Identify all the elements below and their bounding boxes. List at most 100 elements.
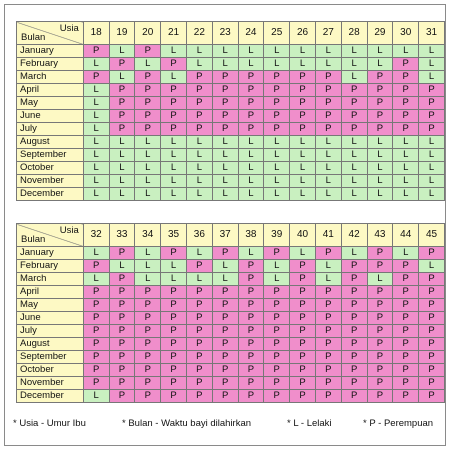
gender-cell: L	[108, 174, 136, 188]
gender-cell: L	[108, 70, 136, 84]
gender-cell: P	[289, 96, 316, 110]
month-label: July	[16, 122, 84, 136]
gender-cell: L	[263, 272, 291, 286]
month-label: March	[16, 70, 84, 84]
gender-cell: P	[418, 311, 445, 325]
gender-cell: P	[314, 376, 342, 390]
gender-cell: P	[134, 311, 162, 325]
gender-cell: P	[366, 324, 394, 338]
gender-cell: P	[237, 363, 265, 377]
gender-cell: P	[289, 363, 316, 377]
gender-cell: L	[185, 57, 213, 71]
gender-cell: L	[160, 259, 187, 273]
gender-cell: P	[134, 350, 162, 364]
gender-cell: L	[211, 259, 239, 273]
gender-cell: L	[211, 135, 239, 149]
gender-cell: P	[108, 311, 136, 325]
gender-cell: L	[134, 161, 162, 175]
gender-cell: P	[392, 337, 420, 351]
gender-cell: P	[134, 389, 162, 403]
gender-table-age-32-45: Usia Bulan 32 33 34 35 36 37 38 39 40 41 42 43 44 45 Jan…	[16, 223, 445, 403]
gender-cell: L	[82, 389, 110, 403]
gender-cell: P	[160, 122, 187, 136]
gender-cell: L	[134, 135, 162, 149]
gender-cell: P	[211, 389, 239, 403]
gender-cell: L	[289, 187, 316, 201]
gender-cell: P	[418, 109, 445, 123]
gender-cell: P	[314, 298, 342, 312]
age-header-cell: 19	[108, 21, 136, 45]
age-header-cell: 42	[340, 223, 368, 247]
gender-cell: P	[289, 83, 316, 97]
gender-cell: L	[134, 259, 162, 273]
gender-cell: L	[418, 148, 445, 162]
gender-cell: L	[289, 148, 316, 162]
month-label: June	[16, 109, 84, 123]
age-header-cell: 45	[418, 223, 445, 247]
gender-cell: P	[263, 83, 291, 97]
gender-cell: L	[392, 148, 420, 162]
gender-cell: L	[237, 57, 265, 71]
gender-cell: P	[418, 96, 445, 110]
gender-cell: P	[418, 246, 445, 260]
gender-cell: P	[314, 285, 342, 299]
gender-cell: L	[160, 148, 187, 162]
gender-cell: L	[211, 187, 239, 201]
age-header-cell: 27	[314, 21, 342, 45]
gender-cell: L	[366, 187, 394, 201]
gender-cell: P	[392, 298, 420, 312]
gender-cell: P	[392, 285, 420, 299]
gender-cell: P	[82, 70, 110, 84]
gender-cell: P	[392, 122, 420, 136]
gender-cell: P	[418, 122, 445, 136]
month-label: May	[16, 298, 84, 312]
gender-cell: P	[314, 337, 342, 351]
age-header-cell: 35	[160, 223, 187, 247]
gender-cell: L	[211, 57, 239, 71]
gender-cell: L	[82, 246, 110, 260]
age-header-cell: 18	[82, 21, 110, 45]
gender-cell: P	[82, 44, 110, 58]
age-header-cell: 30	[392, 21, 420, 45]
age-header-cell: 29	[366, 21, 394, 45]
gender-cell: P	[392, 96, 420, 110]
gender-cell: P	[392, 259, 420, 273]
gender-cell: P	[160, 83, 187, 97]
gender-cell: L	[263, 44, 291, 58]
gender-cell: P	[366, 285, 394, 299]
gender-cell: P	[160, 350, 187, 364]
gender-cell: P	[237, 376, 265, 390]
gender-cell: L	[211, 272, 239, 286]
month-row: April P P P P P P P P P P P P P P	[16, 285, 445, 299]
age-header-cell: 40	[289, 223, 316, 247]
month-row: June P P P P P P P P P P P P P P	[16, 311, 445, 325]
age-header-cell: 31	[418, 21, 445, 45]
gender-cell: L	[108, 187, 136, 201]
age-header-cell: 37	[211, 223, 239, 247]
gender-cell: L	[82, 83, 110, 97]
gender-cell: L	[237, 187, 265, 201]
gender-cell: P	[108, 337, 136, 351]
gender-cell: L	[134, 187, 162, 201]
gender-cell: P	[289, 311, 316, 325]
gender-cell: L	[366, 57, 394, 71]
gender-cell: L	[314, 135, 342, 149]
gender-cell: P	[340, 272, 368, 286]
gender-cell: L	[289, 246, 316, 260]
gender-cell: L	[263, 161, 291, 175]
month-label: May	[16, 96, 84, 110]
gender-cell: P	[366, 246, 394, 260]
gender-cell: L	[366, 272, 394, 286]
gender-cell: P	[314, 311, 342, 325]
gender-cell: P	[134, 337, 162, 351]
gender-cell: L	[108, 161, 136, 175]
gender-cell: P	[211, 298, 239, 312]
gender-cell: L	[185, 272, 213, 286]
gender-cell: L	[340, 148, 368, 162]
gender-cell: L	[366, 161, 394, 175]
gender-cell: P	[314, 96, 342, 110]
gender-cell: P	[289, 324, 316, 338]
gender-cell: L	[160, 44, 187, 58]
gender-cell: L	[418, 135, 445, 149]
gender-cell: P	[237, 109, 265, 123]
